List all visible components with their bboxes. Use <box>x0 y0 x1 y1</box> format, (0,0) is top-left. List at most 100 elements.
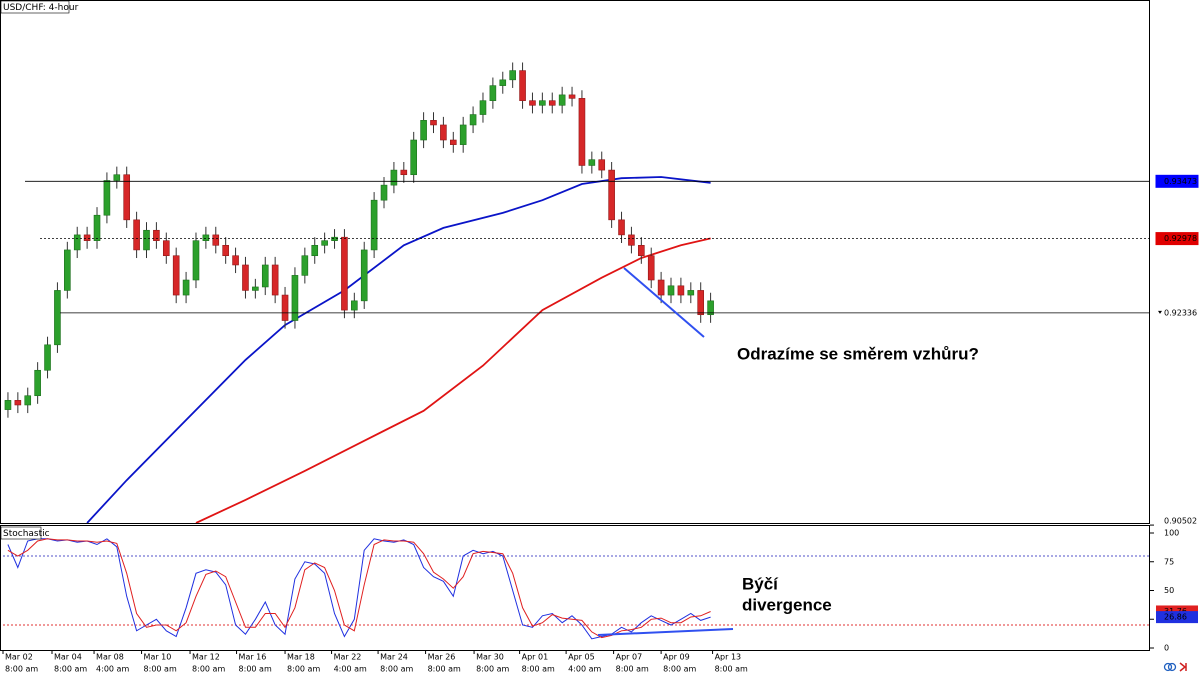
stochastic-line <box>7 538 711 639</box>
stochastic-line <box>7 538 711 640</box>
candle-body <box>261 264 269 288</box>
x-tick-label: Mar 22 <box>334 653 362 662</box>
moving-average <box>195 237 711 523</box>
x-tick-time: 8:00 am <box>54 665 87 674</box>
candle-body <box>34 369 41 397</box>
candle-body <box>509 70 516 81</box>
candle-body <box>212 234 220 246</box>
x-tick-time: 8:00 am <box>476 665 509 674</box>
candle-body <box>440 124 447 141</box>
y-tick-label: 50 <box>1164 586 1174 595</box>
x-tick-label: Mar 02 <box>5 653 33 662</box>
candle-body <box>73 234 81 251</box>
candle-body <box>341 236 348 311</box>
candle-body <box>103 180 111 216</box>
y-tick-label: 75 <box>1164 557 1174 566</box>
candle-body <box>647 255 655 281</box>
trend-line <box>623 267 705 338</box>
x-tick-label: Mar 12 <box>192 653 220 662</box>
candle-body <box>687 290 695 296</box>
x-tick-time: 8:00 am <box>715 665 748 674</box>
value-label-box <box>1156 611 1198 624</box>
candle-body <box>588 159 596 166</box>
x-tick-label: Mar 26 <box>428 653 456 662</box>
y-tick-label: 0 <box>1164 644 1169 653</box>
candle-body <box>459 124 467 145</box>
price-label-box <box>1155 174 1199 188</box>
candle-body <box>380 184 388 201</box>
x-tick-time: 8:00 am <box>522 665 555 674</box>
main-plot <box>4 62 714 523</box>
candle-body <box>410 139 418 176</box>
price-label-box <box>1155 232 1199 246</box>
x-tick-time: 4:00 am <box>334 665 367 674</box>
x-tick-label: Mar 16 <box>239 653 267 662</box>
y-tick-label: 0.90502 <box>1164 517 1197 526</box>
x-tick-label: Apr 07 <box>616 653 643 662</box>
candle-body <box>539 100 546 106</box>
candle-body <box>360 249 368 302</box>
candle-body <box>370 199 378 251</box>
candle-body <box>548 100 556 106</box>
toolbar-icons[interactable] <box>1163 662 1187 672</box>
x-tick-time: 4:00 am <box>568 665 601 674</box>
candle-body <box>143 229 150 251</box>
price-marker <box>1158 310 1162 314</box>
candle-body <box>499 79 507 86</box>
x-tick-time: 8:00 am <box>239 665 272 674</box>
indicator-title-box <box>0 526 42 540</box>
value-label: 26.86 <box>1164 613 1187 622</box>
candle-body <box>123 174 131 221</box>
candle-body <box>469 114 477 126</box>
indicator-title: Stochastic <box>3 529 50 539</box>
candle-body <box>301 255 309 276</box>
x-tick-time: 8:00 am <box>380 665 413 674</box>
candle-body <box>93 214 101 241</box>
candle-body <box>222 245 229 257</box>
candle-body <box>44 344 51 371</box>
x-tick-label: Mar 18 <box>287 653 315 662</box>
x-tick-label: Mar 04 <box>54 653 82 662</box>
candle-body <box>192 240 200 281</box>
x-tick-time: 8:00 am <box>616 665 649 674</box>
candle-body <box>153 229 160 241</box>
candle-body <box>598 159 606 171</box>
annotation: Odrazíme se směrem vzhůru? <box>737 344 979 363</box>
divergence-line <box>597 628 734 636</box>
candle-body <box>697 290 705 316</box>
title-box <box>0 0 70 14</box>
x-tick-time: 8:00 am <box>192 665 225 674</box>
candle-body <box>351 300 358 311</box>
x-tick-label: Apr 01 <box>522 653 549 662</box>
price-label-box <box>1155 306 1199 320</box>
price-label: 0.92978 <box>1164 234 1197 243</box>
x-tick-label: Apr 13 <box>715 653 742 662</box>
candle-body <box>83 234 91 241</box>
x-tick-label: Apr 09 <box>663 653 690 662</box>
candle-body <box>519 70 526 101</box>
candle-body <box>172 255 180 296</box>
candle-body <box>242 264 249 291</box>
candle-body <box>558 94 566 106</box>
stoch-frame <box>0 525 1150 651</box>
y-tick-label: 100 <box>1164 529 1179 538</box>
x-tick-time: 8:00 am <box>5 665 38 674</box>
candle-body <box>54 290 61 346</box>
candle-body <box>400 169 408 176</box>
candle-body <box>489 85 497 101</box>
chart-title: USD/CHF: 4-hour <box>3 3 79 13</box>
candle-body <box>608 169 615 221</box>
candle-body <box>4 400 12 410</box>
x-tick-label: Mar 08 <box>96 653 124 662</box>
x-tick-label: Mar 24 <box>380 653 408 662</box>
annotation: Býčí <box>742 574 779 593</box>
candle-body <box>113 174 121 181</box>
candle-body <box>291 275 299 321</box>
candle-body <box>14 400 22 406</box>
candle-body <box>133 219 140 251</box>
candle-body <box>707 300 714 316</box>
candle-body <box>390 169 398 186</box>
candle-body <box>578 98 586 166</box>
